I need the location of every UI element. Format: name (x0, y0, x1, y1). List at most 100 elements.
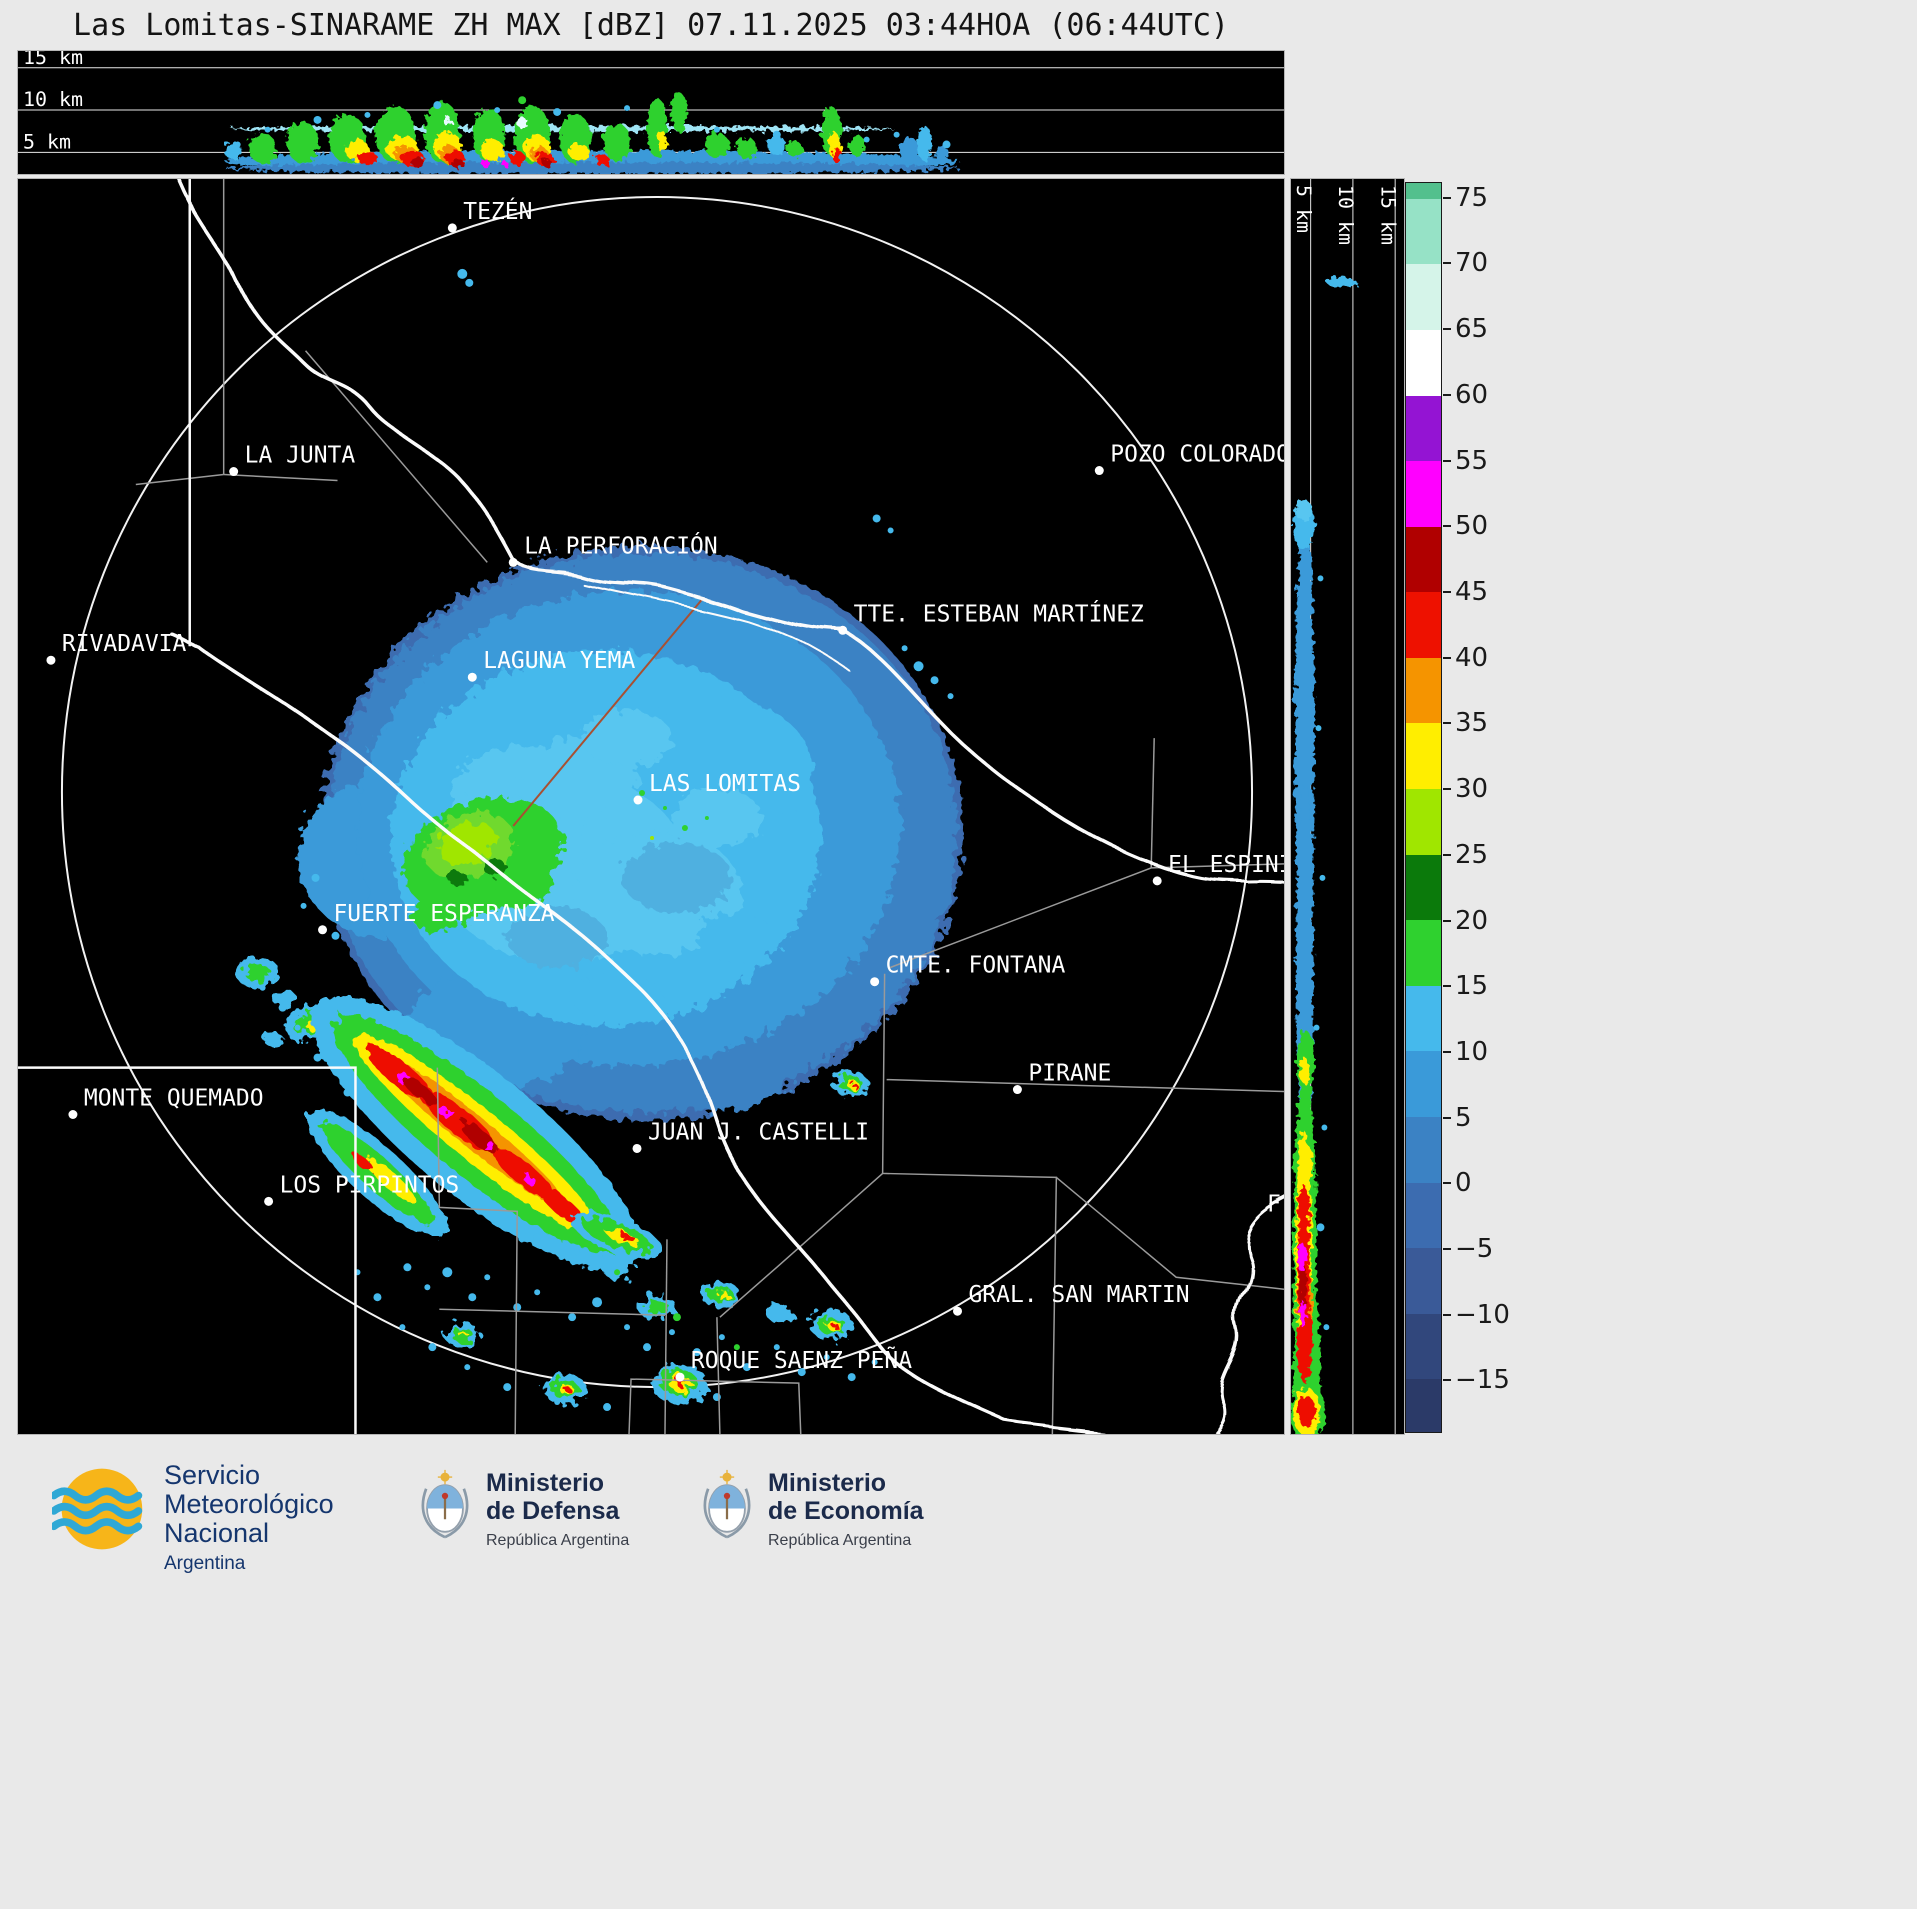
city-marker: F (1267, 1191, 1281, 1217)
echo-speckle (294, 1024, 301, 1031)
city-dot (633, 795, 643, 805)
echo-speckle (930, 676, 939, 685)
echo-cell (765, 1304, 792, 1323)
echo-cell (443, 115, 452, 126)
echo-speckle (518, 96, 527, 105)
city-dot (68, 1110, 78, 1120)
admin-boundary (881, 973, 1058, 1434)
city-label: GRAL. SAN MARTIN (968, 1282, 1189, 1308)
city-label: LOS PIRPINTOS (280, 1172, 460, 1198)
echo-cell (603, 123, 632, 162)
echo-speckle (942, 140, 951, 149)
echo-cell (517, 116, 528, 129)
echo-cell (786, 141, 803, 158)
smn-branding: Servicio Meteorológico Nacional Argentin… (50, 1461, 334, 1575)
colorbar-segment (1406, 1182, 1441, 1249)
province-border (18, 1066, 357, 1434)
city-marker: LOS PIRPINTOS (264, 1172, 460, 1206)
colorbar-segment (1406, 1117, 1441, 1183)
height-label: 15 km (23, 51, 83, 69)
city-dot (870, 977, 880, 987)
city-dot (1152, 876, 1162, 886)
colorbar-tick-label: 0 (1455, 1168, 1472, 1199)
city-marker: POZO COLORADO (1094, 442, 1284, 476)
echo-cell (848, 134, 865, 157)
city-marker: PIRANE (1012, 1061, 1111, 1095)
echo-speckle (1315, 725, 1322, 732)
defensa-line-2: de Defensa (486, 1497, 620, 1525)
echo-speckle (424, 1284, 431, 1291)
echo-speckle (364, 112, 371, 118)
colorbar-segment (1406, 183, 1441, 199)
city-dot (264, 1196, 274, 1206)
city-dot (953, 1306, 963, 1316)
echo-cell (736, 137, 757, 160)
echo-speckle (673, 92, 680, 99)
radar-echoes-right-profile (1291, 276, 1358, 1434)
echo-speckle (574, 1249, 581, 1256)
river (166, 628, 1131, 1434)
echo-speckle (1313, 1024, 1320, 1031)
echo-cell (438, 822, 497, 866)
colorbar-tick (1443, 590, 1451, 593)
echo-cell (451, 158, 464, 169)
admin-boundary (135, 473, 224, 486)
height-label: 5 km (23, 131, 71, 154)
echo-cell (621, 1233, 634, 1242)
echo-speckle (464, 1364, 471, 1371)
echo-cell (670, 92, 687, 132)
echo-speckles-top (234, 92, 951, 149)
echo-cell (263, 1032, 284, 1047)
city-label: TTE. ESTEBAN MARTÍNEZ (854, 599, 1144, 627)
right-height-profile-panel: 5 km 10 km 15 km (1290, 178, 1405, 1435)
colorbar-tick-label: 70 (1455, 248, 1489, 279)
city-label: F (1267, 1191, 1281, 1217)
colorbar-labels: 75 70 65 60 55 50 45 40 35 30 25 20 15 10 5 0 −5 −10 −15 (1443, 182, 1523, 1433)
echo-cell (716, 1291, 729, 1300)
smn-wordmark: Servicio Meteorológico Nacional Argentin… (164, 1461, 334, 1575)
echo-cell (1297, 1187, 1310, 1232)
echo-speckle (1316, 1223, 1325, 1232)
echo-cell (447, 870, 468, 885)
colorbar-segment (1406, 1313, 1441, 1380)
echo-speckle (672, 1313, 681, 1322)
echo-speckle (503, 1383, 512, 1392)
echo-speckle (772, 130, 781, 139)
city-dot (318, 925, 328, 935)
echo-cell (357, 151, 378, 166)
city-dot (1094, 466, 1104, 476)
city-label: JUAN J. CASTELLI (648, 1119, 869, 1145)
echo-speckle (662, 806, 667, 810)
height-label: 10 km (1334, 185, 1357, 245)
radial-line (512, 597, 704, 827)
echo-cell (622, 842, 732, 913)
echo-speckle (718, 1334, 725, 1341)
colorbar-tick-label: 5 (1455, 1102, 1472, 1133)
colorbar-tick (1443, 1248, 1451, 1251)
echo-speckle (1323, 1324, 1330, 1331)
admin-boundaries (135, 179, 1284, 1434)
colorbar-tick-label: 25 (1455, 839, 1489, 870)
city-labels-layer: TEZÉN LA JUNTA POZO COLORADO LA PERFORACIÓN… (46, 197, 1284, 1382)
footer: Servicio Meteorológico Nacional Argentin… (0, 1437, 1917, 1909)
echo-cell (704, 132, 729, 159)
echo-speckle (624, 1324, 631, 1331)
city-label: POZO COLORADO (1110, 442, 1284, 468)
rivers (166, 179, 1284, 1434)
echo-cell (1295, 499, 1312, 522)
colorbar-segment (1406, 854, 1441, 921)
city-label: LAS LOMITAS (649, 771, 801, 797)
colorbar-tick (1443, 1050, 1451, 1053)
echo-cell (767, 135, 786, 156)
city-marker: CMTE. FONTANA (870, 953, 1065, 987)
echo-speckle (403, 1263, 412, 1272)
colorbar-tick-label: 15 (1455, 971, 1489, 1002)
defensa-wordmark: Ministerio de Defensa República Argentin… (486, 1469, 629, 1550)
echo-cell (832, 147, 841, 164)
echo-cell (850, 1082, 857, 1087)
echo-speckles-right (1313, 575, 1330, 1331)
colorbar-segment (1406, 198, 1441, 265)
city-marker: MONTE QUEMADO (68, 1086, 264, 1120)
city-label: ROQUE SAENZ PEÑA (691, 1346, 912, 1374)
echo-speckle (533, 1233, 542, 1242)
